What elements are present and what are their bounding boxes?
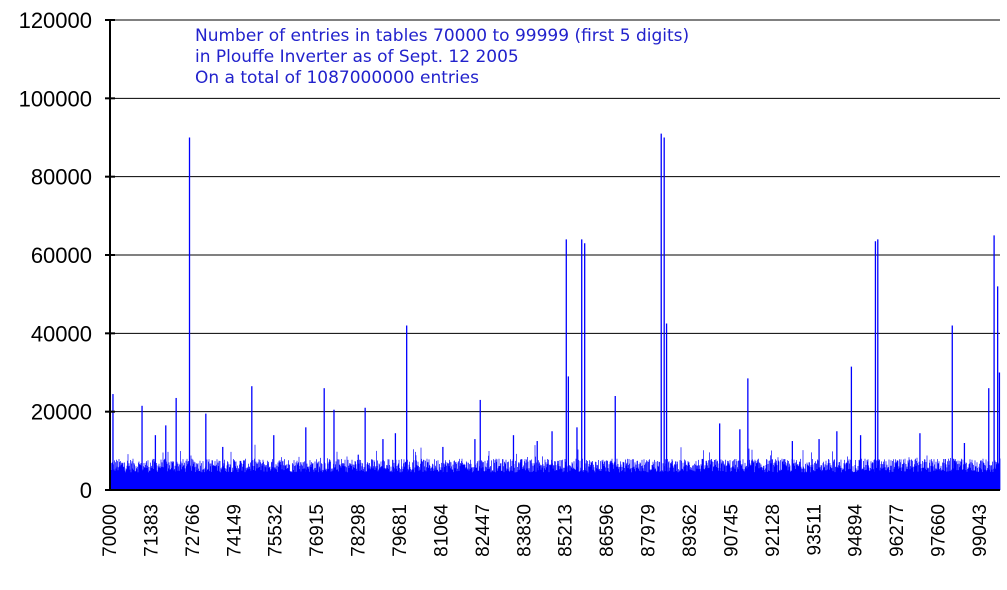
- x-tick-label-15: 90745: [721, 504, 742, 557]
- x-tick-label-11: 85213: [556, 504, 577, 557]
- y-tick-label-5: 100000: [19, 86, 92, 111]
- x-tick-label-4: 75532: [266, 504, 287, 557]
- y-tick-label-3: 60000: [31, 243, 92, 268]
- x-tick-label-14: 89362: [680, 504, 701, 557]
- x-tick-label-10: 83830: [514, 504, 535, 557]
- x-tick-label-2: 72766: [183, 504, 204, 557]
- x-tick-labels: 70000 71383 72766 74149 75532 76915 78298 79681…: [100, 504, 991, 557]
- axes: [105, 19, 1000, 491]
- annotation-line-2: in Plouffe Inverter as of Sept. 12 2005: [195, 47, 519, 67]
- x-tick-label-0: 70000: [100, 504, 121, 557]
- x-tick-label-9: 82447: [473, 504, 494, 557]
- x-tick-label-7: 79681: [390, 504, 411, 557]
- y-tick-label-6: 120000: [19, 8, 92, 33]
- series-entries: [109, 133, 1001, 490]
- y-tick-label-1: 20000: [31, 400, 92, 425]
- x-tick-label-17: 93511: [804, 504, 825, 555]
- annotation-line-3: On a total of 1087000000 entries: [195, 68, 479, 88]
- x-tick-label-1: 71383: [141, 504, 162, 557]
- x-tick-label-6: 78298: [349, 504, 370, 557]
- x-tick-label-13: 87979: [639, 504, 660, 557]
- x-tick-label-20: 97660: [929, 504, 950, 557]
- y-tick-label-2: 40000: [31, 321, 92, 346]
- x-tick-label-18: 94894: [846, 504, 867, 557]
- x-tick-label-16: 92128: [763, 504, 784, 557]
- annotation-line-1: Number of entries in tables 70000 to 999…: [195, 26, 689, 46]
- x-tick-label-5: 76915: [307, 504, 328, 557]
- annotation: Number of entries in tables 70000 to 999…: [195, 26, 689, 88]
- x-tick-label-12: 86596: [597, 504, 618, 557]
- x-tick-label-3: 74149: [224, 504, 245, 557]
- x-tick-label-8: 81064: [431, 504, 452, 557]
- y-tick-label-0: 0: [80, 478, 92, 503]
- x-tick-label-21: 99043: [970, 504, 991, 557]
- x-tick-label-19: 96277: [887, 504, 908, 557]
- y-tick-labels: 0 20000 40000 60000 80000 100000 120000: [19, 8, 92, 503]
- y-tick-label-4: 80000: [31, 165, 92, 190]
